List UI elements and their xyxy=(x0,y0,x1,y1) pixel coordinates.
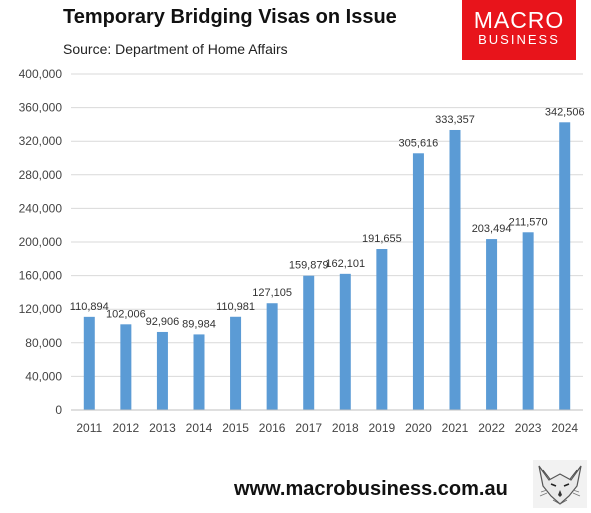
x-tick-label: 2022 xyxy=(478,421,505,435)
data-label: 211,570 xyxy=(509,216,548,228)
logo-line-1: MACRO xyxy=(473,7,565,33)
data-label: 89,984 xyxy=(182,318,216,330)
x-tick-label: 2013 xyxy=(149,421,176,435)
y-tick-label: 280,000 xyxy=(19,168,63,182)
chart-source: Source: Department of Home Affairs xyxy=(63,41,288,57)
y-tick-label: 360,000 xyxy=(19,101,63,115)
x-tick-label: 2014 xyxy=(186,421,213,435)
y-tick-label: 120,000 xyxy=(19,302,63,316)
data-label: 333,357 xyxy=(435,114,475,126)
data-label: 110,981 xyxy=(216,301,255,313)
x-tick-label: 2012 xyxy=(113,421,140,435)
data-label: 102,006 xyxy=(106,308,146,320)
bar xyxy=(266,303,278,410)
x-tick-label: 2023 xyxy=(515,421,542,435)
data-label: 110,894 xyxy=(70,301,109,313)
x-tick-label: 2016 xyxy=(259,421,286,435)
y-tick-label: 40,000 xyxy=(25,369,62,383)
macrobusiness-logo: MACRO BUSINESS xyxy=(462,0,576,60)
website-url: www.macrobusiness.com.au xyxy=(234,478,508,500)
y-tick-label: 80,000 xyxy=(25,336,62,350)
bar xyxy=(559,122,571,411)
chart-title: Temporary Bridging Visas on Issue xyxy=(63,6,397,28)
bar xyxy=(412,153,424,410)
y-tick-label: 320,000 xyxy=(19,134,63,148)
data-label: 342,506 xyxy=(545,106,585,118)
x-tick-label: 2017 xyxy=(295,421,322,435)
bar xyxy=(449,129,461,411)
x-tick-label: 2020 xyxy=(405,421,432,435)
bar xyxy=(230,316,242,410)
data-label: 191,655 xyxy=(362,233,402,245)
bar xyxy=(156,331,168,410)
x-tick-label: 2021 xyxy=(442,421,469,435)
x-axis-tick-labels: 2011 2012 2013 2014 2015 2016 2017 2018 2019 2020… xyxy=(76,421,578,435)
bar xyxy=(193,334,205,410)
data-label: 92,906 xyxy=(146,316,180,328)
data-label: 162,101 xyxy=(325,258,365,270)
fox-sketch-icon xyxy=(533,460,587,508)
x-tick-label: 2015 xyxy=(222,421,249,435)
bar xyxy=(486,239,498,410)
x-tick-label: 2011 xyxy=(76,421,102,435)
bar xyxy=(339,273,351,410)
bar xyxy=(303,275,315,410)
logo-line-2: BUSINESS xyxy=(478,32,560,47)
y-axis-tick-labels: 0 40,000 80,000 120,000 160,000 200,000 240,00… xyxy=(19,67,63,417)
bars xyxy=(83,122,571,411)
bar xyxy=(522,232,534,410)
y-tick-label: 160,000 xyxy=(19,269,63,283)
x-tick-label: 2018 xyxy=(332,421,359,435)
x-tick-label: 2024 xyxy=(551,421,578,435)
y-tick-label: 240,000 xyxy=(19,201,63,215)
bar xyxy=(83,316,95,410)
y-tick-label: 400,000 xyxy=(19,67,63,81)
data-label: 305,616 xyxy=(399,137,439,149)
bar-chart: 0 40,000 80,000 120,000 160,000 200,000 240,00… xyxy=(19,67,585,435)
x-tick-label: 2019 xyxy=(369,421,396,435)
bar xyxy=(120,324,132,410)
data-label: 159,879 xyxy=(289,260,329,272)
gridlines xyxy=(71,73,583,377)
y-tick-label: 0 xyxy=(55,403,62,417)
bar xyxy=(376,249,388,410)
y-tick-label: 200,000 xyxy=(19,235,63,249)
data-label: 203,494 xyxy=(472,223,512,235)
data-label: 127,105 xyxy=(252,287,292,299)
